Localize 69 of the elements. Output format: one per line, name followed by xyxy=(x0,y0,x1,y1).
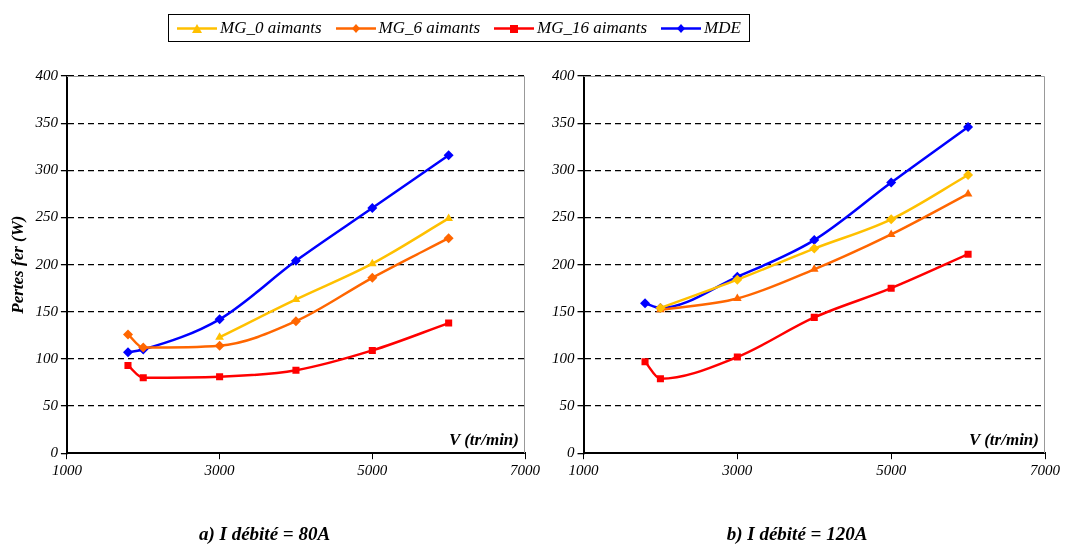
y-tick-label: 350 xyxy=(34,114,59,131)
point xyxy=(963,121,974,132)
point xyxy=(640,298,651,309)
y-tick-label: 350 xyxy=(551,114,575,131)
point xyxy=(291,294,301,302)
point xyxy=(367,272,378,283)
y-tick-label: 300 xyxy=(551,161,575,178)
point xyxy=(292,366,300,374)
y-tick-label: 200 xyxy=(35,255,59,272)
x-tick-label: 5000 xyxy=(357,462,388,479)
legend-label: MDE xyxy=(704,18,741,38)
point xyxy=(963,170,974,181)
y-tick-label: 400 xyxy=(552,66,575,83)
x-tick-label: 3000 xyxy=(721,462,753,479)
y-tick-label: 0 xyxy=(567,444,575,461)
point xyxy=(139,374,147,382)
y-tick-label: 100 xyxy=(35,349,59,366)
point xyxy=(443,150,454,161)
x-tick-label: 7000 xyxy=(510,462,541,479)
point xyxy=(443,233,454,244)
point xyxy=(886,177,897,188)
point xyxy=(445,319,453,327)
point xyxy=(656,375,664,383)
y-tick-label: 0 xyxy=(50,444,59,461)
y-tick-label: 150 xyxy=(35,302,59,319)
point xyxy=(963,188,973,197)
text: a) I débité = 80A xyxy=(198,522,331,545)
point xyxy=(122,329,133,340)
x-tick-label: 1000 xyxy=(51,462,83,479)
legend-label: MG_16 aimants xyxy=(537,18,648,38)
point xyxy=(733,353,741,361)
point xyxy=(368,346,376,354)
point xyxy=(216,373,224,381)
point xyxy=(444,213,453,221)
x-tick-label: 5000 xyxy=(876,462,907,479)
point xyxy=(214,340,225,351)
y-tick-label: 250 xyxy=(552,208,575,225)
legend-label: MG_6 aimants xyxy=(378,18,481,38)
y-tick-label: 300 xyxy=(34,161,59,178)
point xyxy=(290,316,301,327)
x-axis-title: V (tr/min) xyxy=(448,430,519,450)
y-tick-label: 50 xyxy=(42,396,59,413)
x-tick-label: 7000 xyxy=(1030,462,1061,479)
y-tick-label: 50 xyxy=(559,396,575,413)
point xyxy=(641,358,649,366)
text: b) I débité = 120A xyxy=(726,522,868,545)
y-tick-label: 100 xyxy=(552,349,575,366)
point xyxy=(887,284,895,292)
point xyxy=(809,243,820,254)
point xyxy=(215,332,224,340)
point xyxy=(733,293,742,302)
legend-label: MG_0 aimants xyxy=(220,18,322,38)
point xyxy=(809,235,820,246)
point xyxy=(886,214,897,225)
y-tick-label: 250 xyxy=(35,208,59,225)
x-tick-label: 3000 xyxy=(203,462,236,479)
point xyxy=(290,255,301,266)
y-tick-label: 200 xyxy=(552,255,575,272)
x-tick-label: 1000 xyxy=(568,462,599,479)
point xyxy=(964,250,972,258)
y-axis-title: Pertes fer (W) xyxy=(7,215,27,315)
x-axis-title: V (tr/min) xyxy=(968,430,1039,450)
point xyxy=(367,203,378,214)
point xyxy=(810,313,818,321)
y-tick-label: 400 xyxy=(35,66,59,83)
point xyxy=(122,347,133,358)
y-tick-label: 150 xyxy=(552,302,575,319)
point xyxy=(214,314,225,325)
point xyxy=(124,361,132,370)
